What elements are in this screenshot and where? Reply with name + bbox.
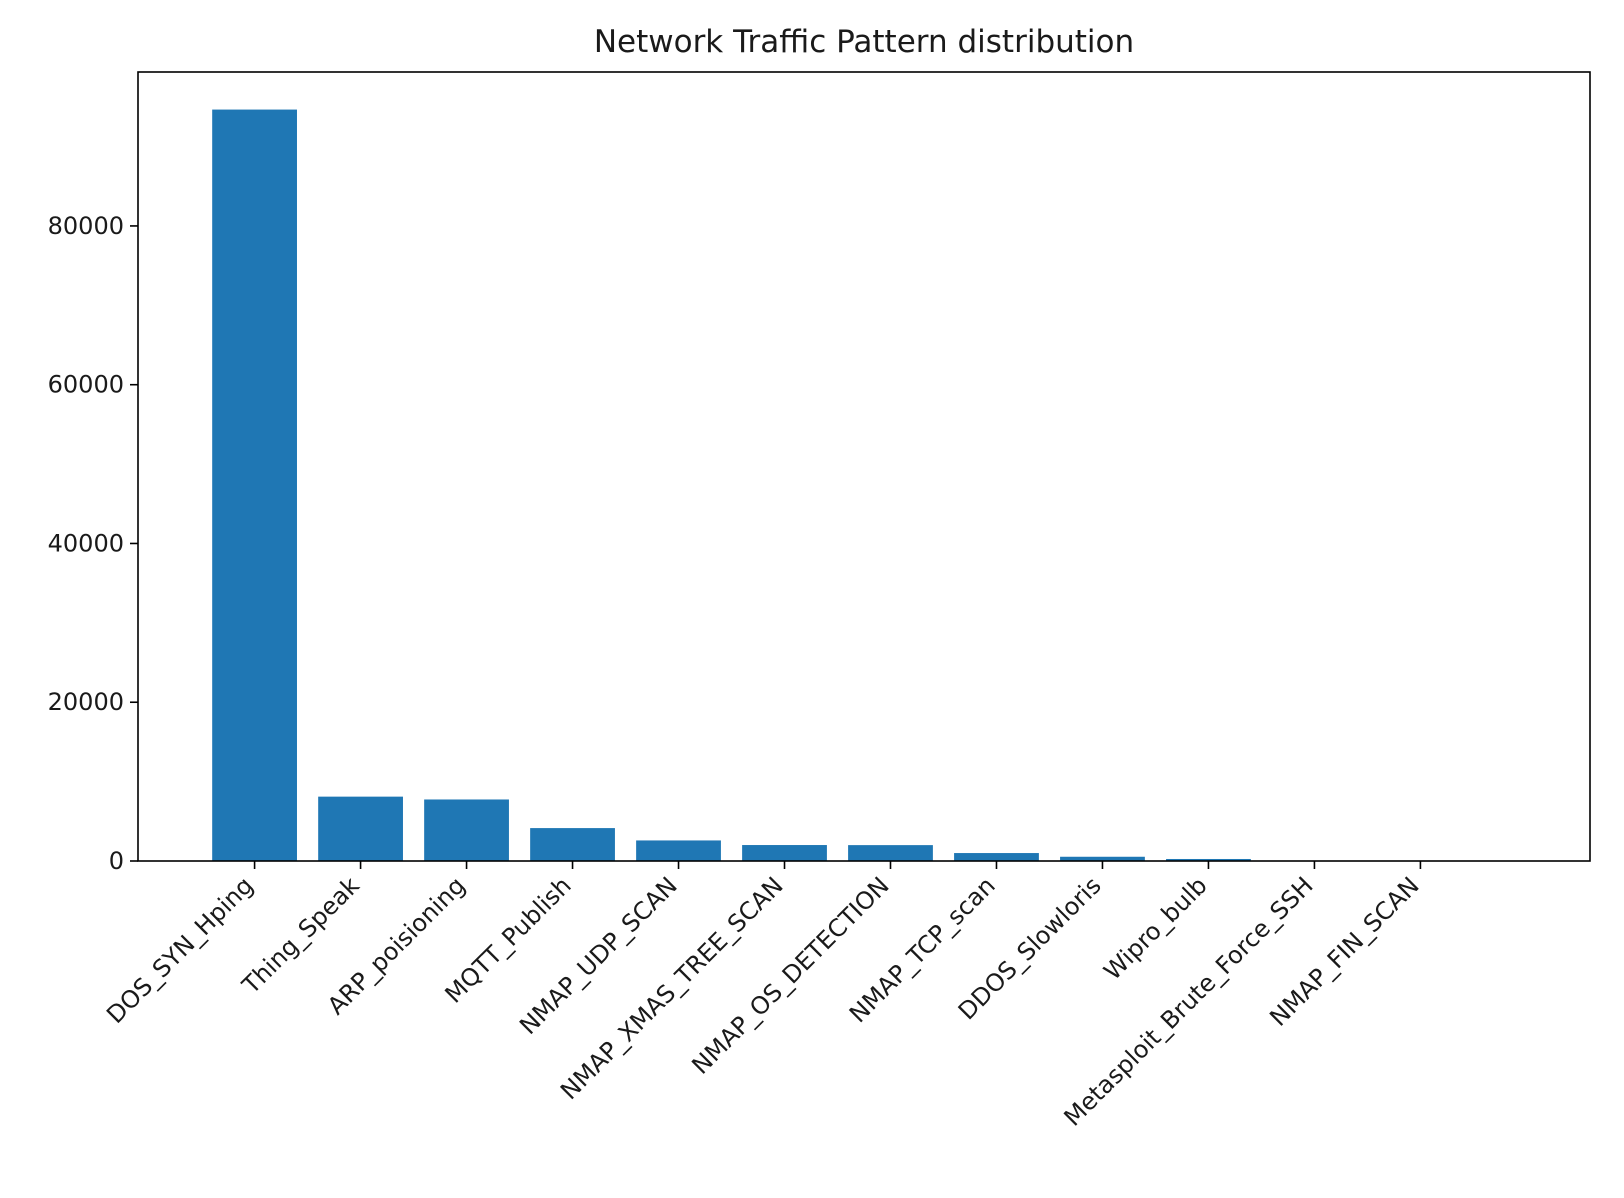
plot-frame: [138, 72, 1590, 861]
bar-mqtt-publish: [530, 828, 615, 861]
chart-title: Network Traffic Pattern distribution: [594, 24, 1134, 60]
bar-dos-syn-hping: [212, 110, 297, 861]
y-tick-label: 80000: [48, 212, 124, 240]
bar-thing-speak: [318, 797, 403, 861]
y-tick-label: 40000: [48, 529, 124, 557]
bar-nmap-xmas-tree-scan: [742, 845, 827, 861]
y-axis: 0 20000 40000 60000 80000: [48, 212, 138, 875]
y-tick-label: 60000: [48, 371, 124, 399]
bar-nmap-os-detection: [848, 845, 933, 861]
x-tick-label: DOS_SYN_Hping: [101, 871, 259, 1029]
y-tick-label: 0: [109, 847, 124, 875]
x-tick-label: Wipro_bulb: [1099, 871, 1213, 985]
bar-nmap-udp-scan: [636, 840, 721, 861]
x-tick-label: NMAP_XMAS_TREE_SCAN: [555, 871, 789, 1105]
bar-nmap-tcp-scan: [954, 853, 1039, 861]
y-tick-label: 20000: [48, 688, 124, 716]
bar-arp-poisioning: [424, 799, 509, 861]
x-tick-label: NMAP_OS_DETECTION: [687, 871, 895, 1079]
bars-group: [212, 110, 1463, 861]
x-axis: DOS_SYN_HpingThing_SpeakARP_poisioningMQ…: [101, 861, 1424, 1132]
